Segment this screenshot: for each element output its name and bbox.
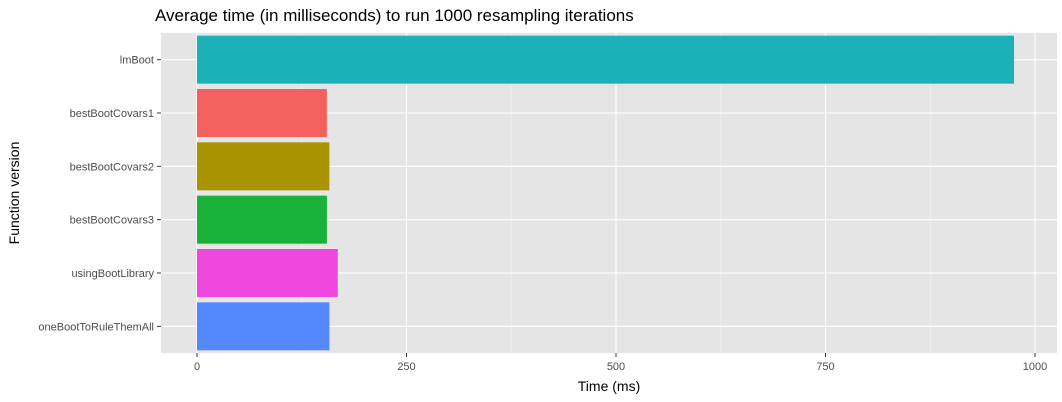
bar-oneBootToRuleThemAll xyxy=(197,302,330,351)
bars xyxy=(197,35,1015,351)
bar-bestBootCovars2 xyxy=(197,142,330,191)
bar-bestBootCovars1 xyxy=(197,89,327,137)
y-tick-label: usingBootLibrary xyxy=(71,268,154,280)
x-tick-label: 0 xyxy=(194,361,200,373)
plot-panel xyxy=(161,33,1057,353)
y-tick-label: oneBootToRuleThemAll xyxy=(38,321,154,333)
x-tick-label: 250 xyxy=(397,361,415,373)
bar-lmBoot xyxy=(197,35,1015,84)
x-tick-label: 750 xyxy=(816,361,834,373)
y-axis-title: Function version xyxy=(6,142,22,245)
grid-minor xyxy=(301,33,931,353)
x-axis-title: Time (ms) xyxy=(578,378,640,394)
y-tick-label: bestBootCovars2 xyxy=(70,161,154,173)
bar-usingBootLibrary xyxy=(197,249,338,297)
y-tick-label: lmBoot xyxy=(120,55,154,67)
x-tick-label: 500 xyxy=(607,361,625,373)
x-axis: 0 250 500 750 1000 xyxy=(194,353,1047,373)
y-axis: lmBoot bestBootCovars1 bestBootCovars2 best… xyxy=(38,55,161,333)
y-tick-label: bestBootCovars1 xyxy=(70,108,154,120)
y-tick-label: bestBootCovars3 xyxy=(70,215,154,227)
bar-bestBootCovars3 xyxy=(197,195,327,244)
x-tick-label: 1000 xyxy=(1023,361,1047,373)
chart-title: Average time (in milliseconds) to run 10… xyxy=(155,6,634,25)
